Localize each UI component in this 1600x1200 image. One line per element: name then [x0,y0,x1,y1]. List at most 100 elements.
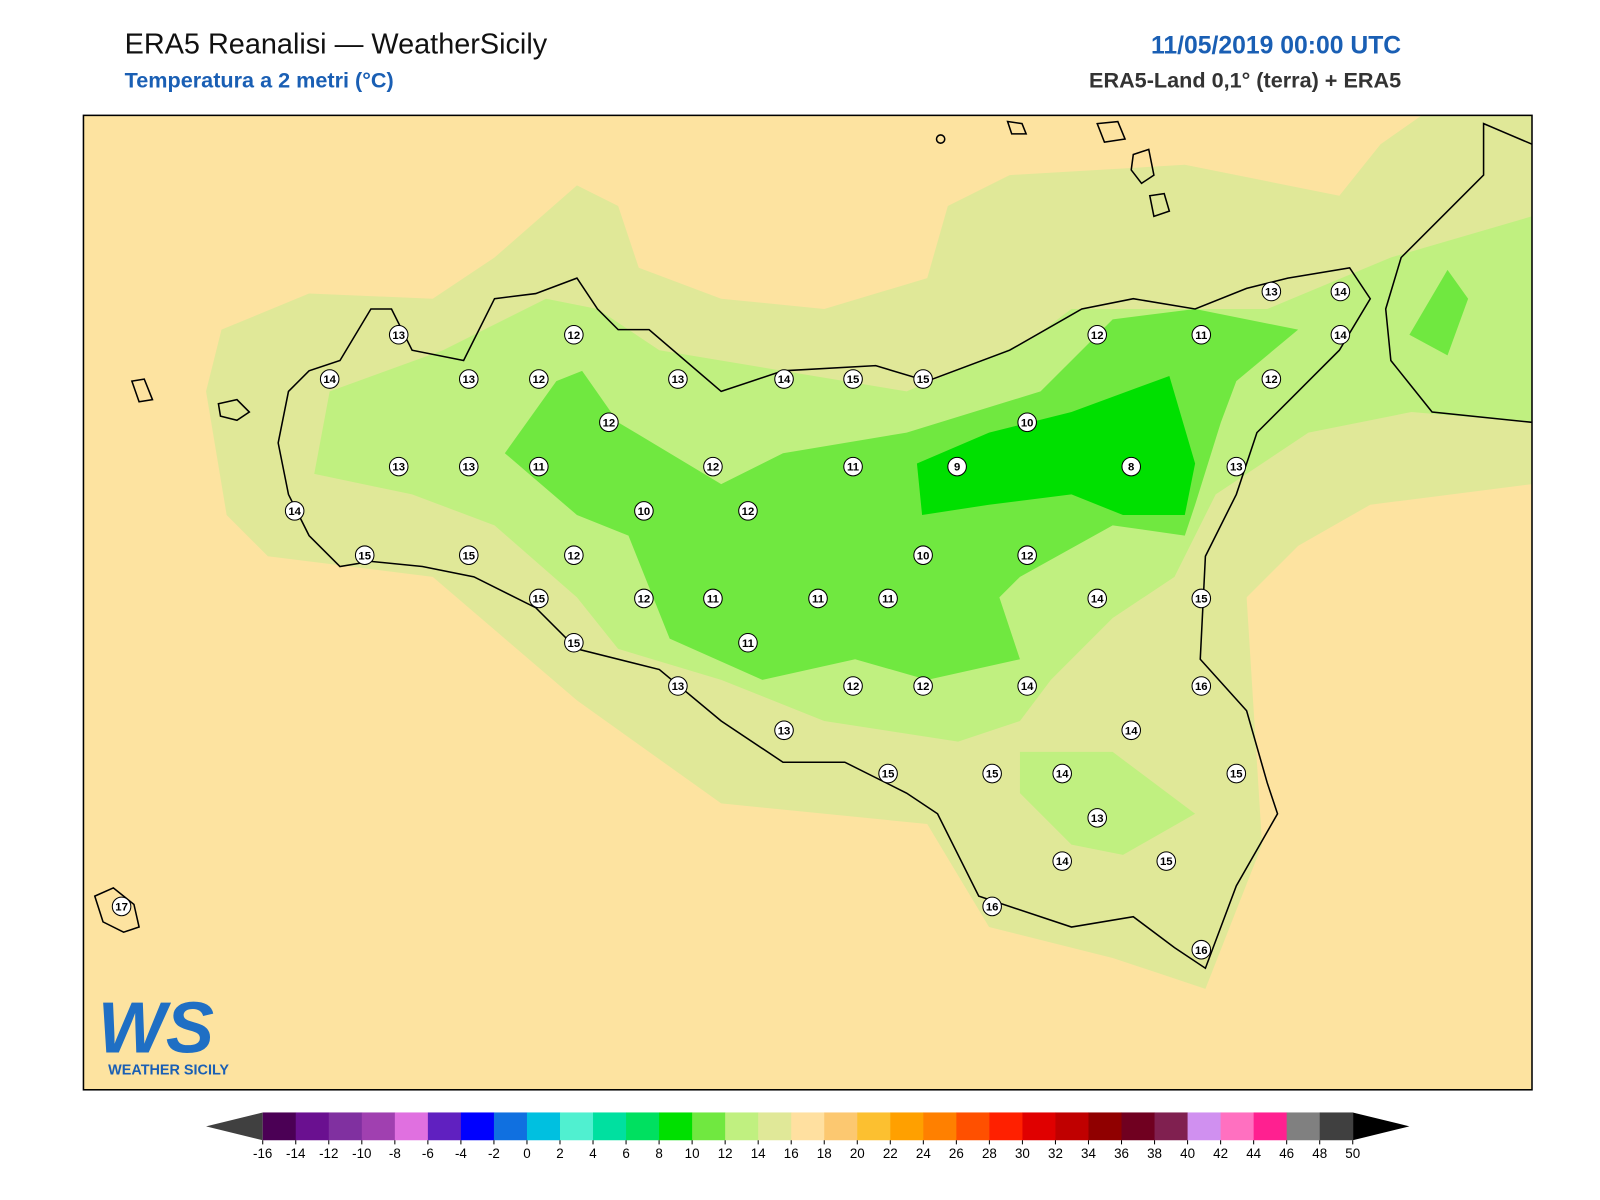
station-marker [738,632,758,653]
colorbar-tick-label: 38 [1147,1146,1162,1161]
station-marker [774,720,794,741]
colorbar-tick-label: 36 [1114,1146,1129,1161]
subtitle: Temperatura a 2 metri (°C) [125,68,394,93]
station-value: 11 [812,594,824,606]
station-marker [1191,939,1212,960]
logo: WS WEATHER SICILY [98,989,230,1079]
map-frame [82,114,1533,1091]
island [93,887,140,934]
station-marker [1226,763,1247,784]
island [217,398,251,422]
station-value: 15 [1160,856,1173,868]
station-value: 16 [1195,945,1208,957]
station-value: 13 [1265,287,1278,299]
map: 13 12 14 13 12 13 14 15 15 12 13 13 11 12 11 9 10 8 12 11 13… [83,115,1533,1090]
station-marker [878,588,898,609]
station-marker [774,369,794,389]
colorbar-tick-label: 48 [1312,1146,1327,1161]
colorbar-swatch [328,1112,363,1141]
station-value: 12 [1021,550,1034,562]
colorbar-swatch [526,1112,561,1141]
colorbar-swatch [394,1112,429,1141]
source: ERA5-Land 0,1° (terra) + ERA5 [1089,68,1401,93]
station-marker [1261,281,1282,302]
station-marker [1121,720,1142,741]
station-marker [1017,412,1037,433]
colorbar-swatch [956,1112,990,1141]
station-marker [1052,851,1072,871]
colorbar-swatch [1154,1112,1189,1141]
colorbar-tick-label: 32 [1048,1146,1063,1161]
station-marker [913,369,933,389]
station-marker [843,676,863,696]
colorbar-swatch [1220,1112,1255,1141]
station-value: 13 [1230,462,1243,474]
station-value: 11 [707,594,719,606]
station-marker [913,676,933,696]
station-value: 16 [986,902,999,914]
station-marker [319,369,340,389]
station-marker [1017,545,1037,565]
colorbar: -16 -14 -12 -10 -8 -6 -4 -2 0 2 4 6 8 10 12 14 16 18 20 22 2… [206,1112,1410,1161]
station-value: 14 [1125,725,1138,737]
station-marker [354,545,375,565]
coastline [93,120,1533,970]
colorbar-swatch [791,1112,825,1141]
station-marker [878,763,898,784]
colorbar-tick-label: 30 [1015,1146,1030,1161]
station-value: 15 [462,550,475,562]
station-marker [284,501,305,521]
station-value: 13 [462,374,475,386]
station-marker [1121,456,1142,477]
station-marker [564,632,584,653]
station-value: 15 [568,638,581,650]
station-marker [1191,676,1212,696]
colorbar-tick-label: -8 [389,1146,401,1161]
station-marker [564,324,584,345]
station-marker [529,369,549,389]
colorbar-tick-label: 22 [883,1146,898,1161]
station-value: 16 [1195,681,1208,693]
colorbar-swatch [692,1112,726,1141]
colorbar-swatch [493,1112,528,1141]
station-value: 15 [917,374,930,386]
station-value: 15 [358,550,371,562]
calabria-coast [1384,122,1533,424]
station-value: 13 [462,462,475,474]
colorbar-swatch [1022,1112,1056,1141]
colorbar-tick-label: 46 [1279,1146,1294,1161]
station-marker [564,545,584,565]
station-marker [388,456,409,477]
station-value: 15 [986,769,999,781]
station-marker [1261,369,1282,389]
colorbar-tick-label: -2 [488,1146,500,1161]
station-marker [1191,324,1212,345]
station-marker [982,763,1002,784]
colorbar-swatch [559,1112,594,1141]
station-value: 12 [603,417,616,429]
station-marker [668,676,688,696]
island [1006,120,1028,135]
colorbar-tick-label: 6 [622,1146,629,1161]
zone-10-12 [1409,269,1469,356]
colorbar-swatch [1055,1112,1090,1141]
station-value: 14 [778,374,791,386]
station-value: 13 [392,462,405,474]
station-marker [458,545,479,565]
station-value: 13 [1091,813,1104,825]
station-marker [1330,281,1351,302]
colorbar-tick-label: 2 [556,1146,563,1161]
station-value: 11 [847,462,859,474]
station-marker [111,896,132,917]
colorbar-tick-label: 26 [949,1146,964,1161]
colorbar-tick-label: 10 [685,1146,700,1161]
station-value: 9 [954,462,960,474]
station-value: 12 [568,550,581,562]
logo-mark: WS [98,989,214,1069]
station-marker [634,588,654,609]
station-marker [1156,851,1177,871]
title: ERA5 Reanalisi — WeatherSicily [125,29,548,61]
station-value: 14 [1056,856,1069,868]
colorbar-swatch [923,1112,957,1141]
